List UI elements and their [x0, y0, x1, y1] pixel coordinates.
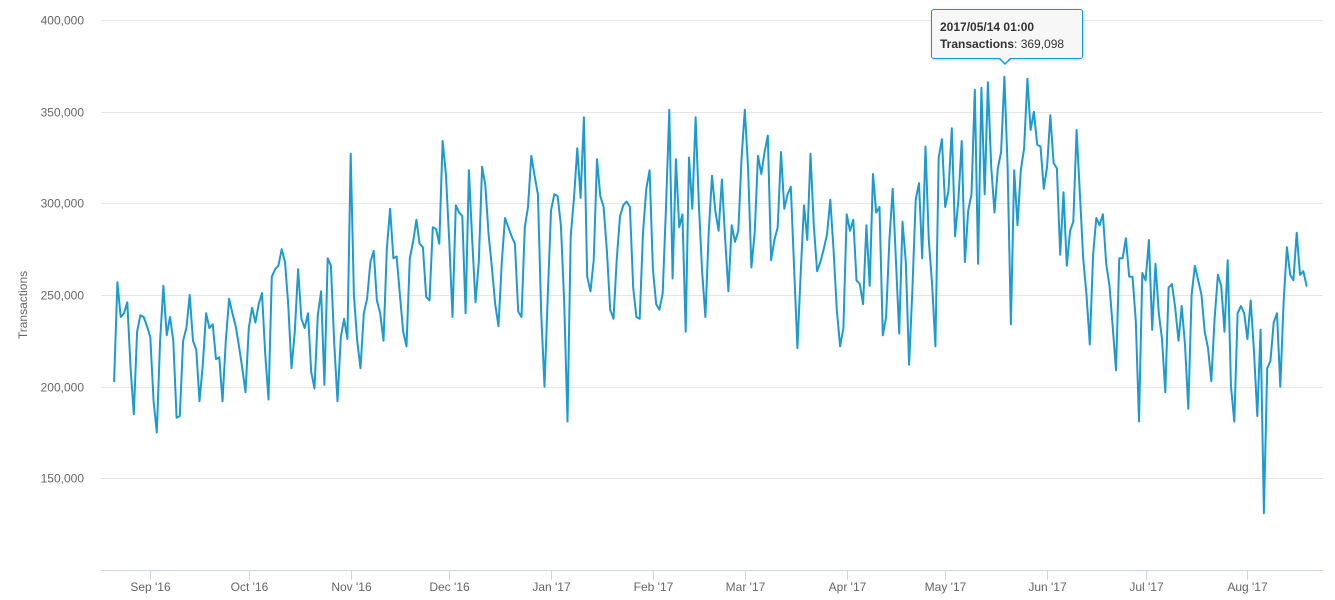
x-tick-label: Feb '17	[634, 580, 674, 594]
y-tick-label: 300,000	[41, 197, 85, 211]
y-gridlines	[101, 20, 1323, 479]
tooltip-series-name: Transactions	[940, 37, 1015, 51]
y-tick-label: 400,000	[41, 14, 85, 28]
x-tick-label: May '17	[925, 580, 967, 594]
tooltip-body: Transactions: 369,098	[940, 37, 1065, 51]
tooltip: 2017/05/14 01:00 Transactions: 369,098	[931, 9, 1083, 59]
x-tick-label: Jun '17	[1028, 580, 1067, 594]
y-tick-label: 350,000	[41, 106, 85, 120]
x-tick-label: Jan '17	[532, 580, 571, 594]
y-axis-labels: 150,000 200,000 250,000 300,000 350,000 400,0…	[41, 14, 85, 486]
x-tick-label: Nov '16	[331, 580, 372, 594]
x-tick-label: Dec '16	[429, 580, 470, 594]
y-axis-title: Transactions	[16, 271, 30, 339]
x-axis: Sep '16 Oct '16 Nov '16 Dec '16 Jan '17 Feb '…	[101, 570, 1323, 594]
x-tick-label: Apr '17	[829, 580, 867, 594]
series-layer	[113, 75, 1308, 515]
y-tick-label: 200,000	[41, 381, 85, 395]
x-tick-label: Jul '17	[1129, 580, 1164, 594]
tooltip-pointer-fill	[999, 57, 1011, 63]
tooltip-date: 2017/05/14 01:00	[940, 20, 1035, 34]
x-tick-label: Sep '16	[130, 580, 171, 594]
x-tick-label: Mar '17	[726, 580, 766, 594]
y-tick-label: 250,000	[41, 289, 85, 303]
x-tick-label: Oct '16	[231, 580, 269, 594]
y-tick-label: 150,000	[41, 472, 85, 486]
x-tick-label: Aug '17	[1227, 580, 1268, 594]
tooltip-value: 369,098	[1020, 37, 1065, 51]
series-line	[113, 75, 1308, 515]
